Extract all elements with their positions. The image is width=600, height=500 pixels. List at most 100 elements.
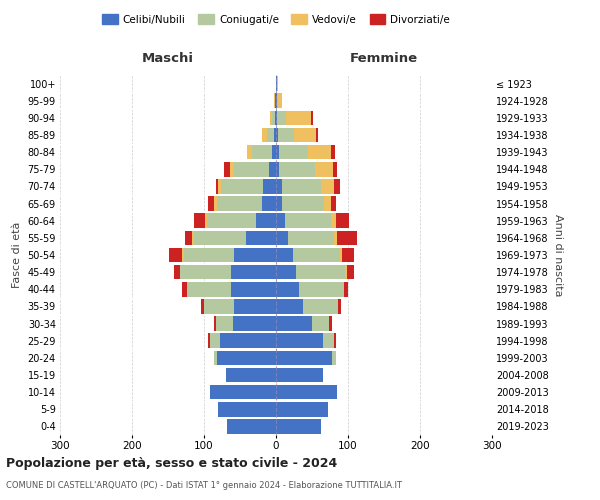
- Legend: Celibi/Nubili, Coniugati/e, Vedovi/e, Divorziati/e: Celibi/Nubili, Coniugati/e, Vedovi/e, Di…: [98, 10, 454, 29]
- Bar: [287, 230, 334, 245]
- Text: Maschi: Maschi: [142, 52, 194, 64]
- Bar: [234, 162, 269, 176]
- Bar: [316, 128, 319, 142]
- Bar: [341, 248, 355, 262]
- Bar: [277, 110, 286, 125]
- Bar: [207, 214, 256, 228]
- Bar: [187, 282, 232, 296]
- Bar: [331, 145, 335, 160]
- Bar: [174, 265, 179, 280]
- Bar: [276, 196, 282, 211]
- Bar: [179, 265, 232, 280]
- Bar: [331, 196, 337, 211]
- Bar: [274, 94, 275, 108]
- Bar: [276, 299, 304, 314]
- Bar: [278, 128, 294, 142]
- Bar: [336, 214, 349, 228]
- Bar: [218, 179, 221, 194]
- Y-axis label: Anni di nascita: Anni di nascita: [553, 214, 563, 296]
- Bar: [182, 248, 184, 262]
- Bar: [221, 179, 263, 194]
- Bar: [276, 248, 293, 262]
- Bar: [262, 196, 276, 211]
- Bar: [344, 282, 348, 296]
- Bar: [201, 299, 204, 314]
- Bar: [279, 145, 308, 160]
- Bar: [323, 334, 334, 348]
- Bar: [220, 334, 276, 348]
- Bar: [276, 94, 277, 108]
- Bar: [334, 179, 340, 194]
- Bar: [276, 316, 312, 331]
- Bar: [296, 265, 345, 280]
- Bar: [277, 76, 278, 91]
- Bar: [217, 350, 276, 365]
- Bar: [308, 145, 331, 160]
- Bar: [272, 145, 276, 160]
- Bar: [184, 248, 234, 262]
- Bar: [276, 110, 277, 125]
- Bar: [276, 282, 299, 296]
- Bar: [215, 179, 218, 194]
- Bar: [275, 110, 276, 125]
- Bar: [299, 282, 344, 296]
- Bar: [279, 162, 315, 176]
- Text: Femmine: Femmine: [350, 52, 418, 64]
- Bar: [340, 248, 341, 262]
- Bar: [194, 230, 246, 245]
- Bar: [276, 350, 332, 365]
- Bar: [347, 265, 354, 280]
- Y-axis label: Fasce di età: Fasce di età: [12, 222, 22, 288]
- Bar: [276, 230, 287, 245]
- Text: COMUNE DI CASTELL'ARQUATO (PC) - Dati ISTAT 1° gennaio 2024 - Elaborazione TUTTI: COMUNE DI CASTELL'ARQUATO (PC) - Dati IS…: [6, 481, 402, 490]
- Bar: [276, 128, 278, 142]
- Bar: [276, 368, 323, 382]
- Bar: [234, 248, 276, 262]
- Bar: [276, 76, 277, 91]
- Bar: [215, 316, 233, 331]
- Bar: [322, 179, 334, 194]
- Bar: [276, 402, 328, 416]
- Text: Popolazione per età, sesso e stato civile - 2024: Popolazione per età, sesso e stato civil…: [6, 458, 337, 470]
- Bar: [276, 214, 284, 228]
- Bar: [274, 128, 276, 142]
- Bar: [276, 162, 279, 176]
- Bar: [333, 162, 337, 176]
- Bar: [185, 230, 193, 245]
- Bar: [205, 214, 207, 228]
- Bar: [276, 334, 323, 348]
- Bar: [286, 110, 311, 125]
- Bar: [282, 179, 322, 194]
- Bar: [293, 248, 340, 262]
- Bar: [276, 385, 337, 400]
- Bar: [226, 368, 276, 382]
- Bar: [210, 334, 220, 348]
- Bar: [247, 145, 251, 160]
- Bar: [169, 248, 182, 262]
- Bar: [275, 94, 276, 108]
- Bar: [294, 128, 316, 142]
- Bar: [208, 334, 210, 348]
- Bar: [269, 162, 276, 176]
- Bar: [193, 230, 194, 245]
- Bar: [311, 110, 313, 125]
- Bar: [312, 316, 329, 331]
- Bar: [204, 299, 234, 314]
- Bar: [334, 334, 336, 348]
- Bar: [214, 316, 215, 331]
- Bar: [315, 162, 333, 176]
- Bar: [208, 196, 214, 211]
- Bar: [251, 145, 272, 160]
- Bar: [269, 110, 272, 125]
- Bar: [263, 179, 276, 194]
- Bar: [232, 282, 276, 296]
- Bar: [194, 214, 205, 228]
- Bar: [337, 230, 358, 245]
- Bar: [334, 230, 337, 245]
- Bar: [323, 196, 331, 211]
- Bar: [277, 94, 278, 108]
- Bar: [282, 196, 323, 211]
- Bar: [276, 265, 296, 280]
- Bar: [233, 316, 276, 331]
- Bar: [210, 385, 276, 400]
